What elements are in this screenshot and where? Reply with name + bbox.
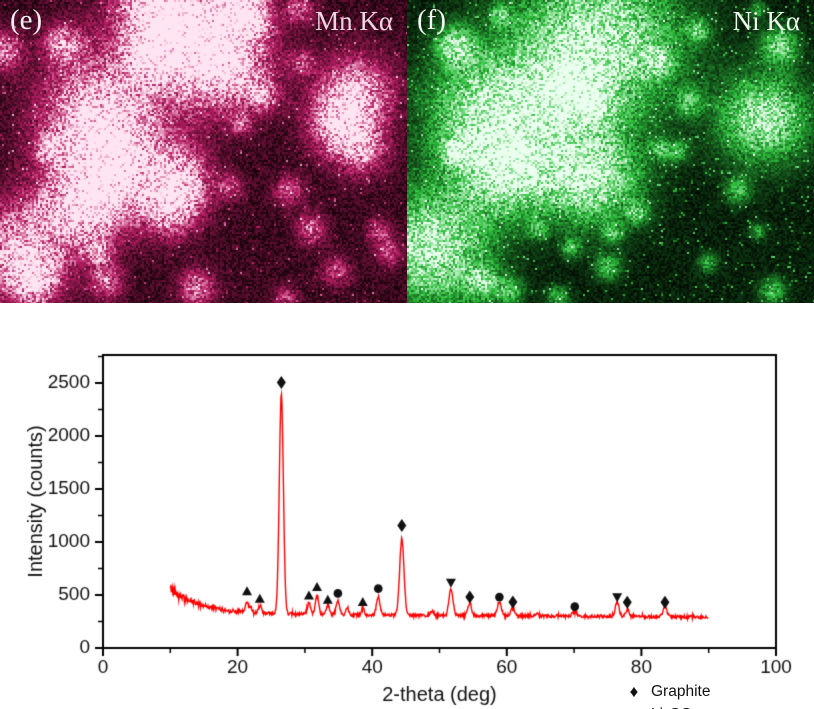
panel-label-f: (f) <box>417 4 446 36</box>
legend-label: Graphite <box>651 682 711 700</box>
triangle-up-marker-icon: ▲ <box>624 708 644 709</box>
eds-map-mn-panel: (e) Mn Kα <box>0 0 407 303</box>
eds-map-ni-panel: (f) Ni Kα <box>407 0 814 303</box>
element-line-mn-ka: Mn Kα <box>315 6 393 36</box>
legend-item-li2co3: ▲ Li₂CO₃ <box>624 703 710 709</box>
legend-item-graphite: ♦ Graphite <box>624 680 711 703</box>
legend: ♦ Graphite ▲ Li₂CO₃ ▼ Ni (Co) ● MnO <box>624 680 710 709</box>
xrd-plot-canvas <box>0 310 814 709</box>
xrd-chart: ♦ Graphite ▲ Li₂CO₃ ▼ Ni (Co) ● MnO <box>0 310 814 709</box>
eds-map-ni-image <box>407 0 814 303</box>
diamond-marker-icon: ♦ <box>629 681 639 701</box>
legend-label: Li₂CO₃ <box>644 706 699 709</box>
element-line-ni-ka: Ni Kα <box>732 6 800 36</box>
panel-label-e: (e) <box>10 4 43 36</box>
eds-map-mn-image <box>0 0 407 303</box>
